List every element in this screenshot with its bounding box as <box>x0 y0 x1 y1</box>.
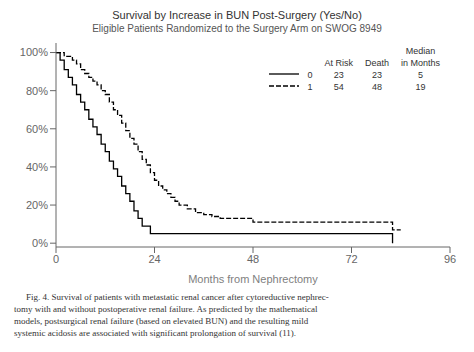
html-text:Fig. 4. Survival of patients w: Fig. 4. Survival of patients with metast… <box>26 292 329 302</box>
svg-text:Months from Nephrectomy: Months from Nephrectomy <box>188 273 318 285</box>
svg-text:48: 48 <box>247 253 259 265</box>
svg-text:96: 96 <box>444 253 456 265</box>
svg-text:24: 24 <box>148 253 160 265</box>
svg-text:0: 0 <box>53 253 59 265</box>
html-text:At Risk: At Risk <box>324 58 353 68</box>
html-text:Survival by Increase in BUN Po: Survival by Increase in BUN Post-Surgery… <box>112 9 362 21</box>
html-text:48: 48 <box>371 82 382 92</box>
html-text:0: 0 <box>307 70 313 80</box>
html-text:1: 1 <box>307 82 313 92</box>
svg-text:20%: 20% <box>26 199 48 211</box>
svg-text:100%: 100% <box>20 46 48 58</box>
html-text:in Months: in Months <box>401 58 440 68</box>
svg-text:0%: 0% <box>32 237 48 249</box>
html-text:54: 54 <box>333 82 344 92</box>
html-text:Death: Death <box>364 58 389 68</box>
html-text:models, postsurgical renal fai: models, postsurgical renal failure (base… <box>14 316 309 326</box>
html-text:tomy with and without postoper: tomy with and without postoperative rena… <box>14 304 318 314</box>
svg-text:80%: 80% <box>26 85 48 97</box>
svg-text:72: 72 <box>345 253 357 265</box>
html-text:19: 19 <box>415 82 426 92</box>
html-text:systemic acidosis are associat: systemic acidosis are associated with si… <box>14 328 297 338</box>
html-text:23: 23 <box>371 70 382 80</box>
html-text:5: 5 <box>418 70 423 80</box>
html-text:Eligible Patients Randomized t: Eligible Patients Randomized to the Surg… <box>92 23 382 34</box>
html-text:Median: Median <box>405 46 436 56</box>
svg-text:40%: 40% <box>26 161 48 173</box>
svg-text:60%: 60% <box>26 123 48 135</box>
html-text:23: 23 <box>333 70 344 80</box>
